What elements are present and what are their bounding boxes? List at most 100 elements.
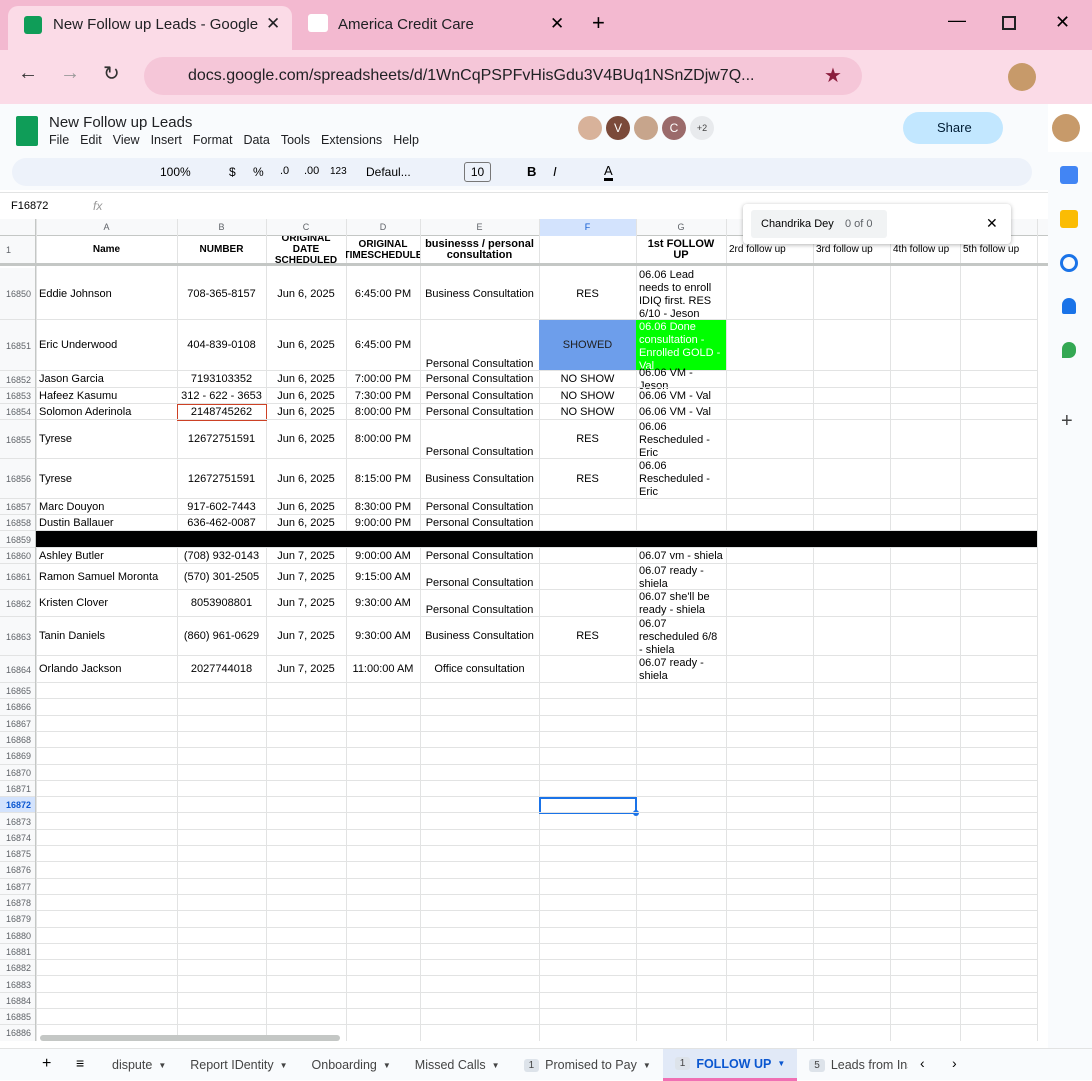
cell[interactable]: 9:00:00 PM bbox=[346, 515, 420, 531]
more-formats[interactable]: 123 bbox=[330, 166, 347, 177]
column-letter[interactable]: A bbox=[36, 219, 177, 236]
cell[interactable]: 06.07 she'll be ready - shiela bbox=[636, 590, 726, 617]
cell[interactable]: SHOWED bbox=[539, 320, 636, 371]
menu-item[interactable]: Insert bbox=[151, 133, 182, 149]
row-number[interactable]: 16882 bbox=[0, 960, 36, 976]
avatar[interactable] bbox=[578, 116, 602, 140]
row-number[interactable]: 16853 bbox=[0, 388, 36, 404]
row-number[interactable]: 16871 bbox=[0, 781, 36, 797]
tasks[interactable] bbox=[1060, 254, 1078, 272]
cell[interactable]: 8053908801 bbox=[177, 590, 266, 617]
cell[interactable]: NO SHOW bbox=[539, 388, 636, 404]
decrease-decimal[interactable]: .0 bbox=[280, 165, 289, 177]
menu-item[interactable]: Tools bbox=[281, 133, 310, 149]
currency[interactable]: $ bbox=[229, 165, 236, 179]
row-number[interactable]: 16865 bbox=[0, 683, 36, 699]
cell[interactable]: 636-462-0087 bbox=[177, 515, 266, 531]
tab-close[interactable]: ✕ bbox=[550, 14, 564, 34]
menu-item[interactable]: Edit bbox=[80, 133, 102, 149]
sheet-tab[interactable]: Report IDentity▼ bbox=[178, 1049, 299, 1081]
row-number[interactable]: 16884 bbox=[0, 993, 36, 1009]
cell[interactable]: 06.07 ready - shiela bbox=[636, 564, 726, 590]
cell[interactable]: Jun 6, 2025 bbox=[266, 371, 346, 388]
cell[interactable]: 9:00:00 AM bbox=[346, 548, 420, 564]
cell[interactable]: 06.06 VM - Jeson bbox=[636, 371, 726, 388]
cell[interactable]: Personal Consultation bbox=[420, 515, 539, 531]
cell[interactable]: Marc Douyon bbox=[36, 499, 177, 515]
cell[interactable]: Jun 6, 2025 bbox=[266, 404, 346, 420]
cell[interactable]: 9:30:00 AM bbox=[346, 590, 420, 617]
row-number[interactable]: 16854 bbox=[0, 404, 36, 420]
row-number[interactable]: 1 bbox=[0, 236, 36, 263]
cell[interactable]: 9:30:00 AM bbox=[346, 617, 420, 656]
cell[interactable]: 2148745262 bbox=[177, 404, 266, 420]
forward[interactable]: → bbox=[60, 62, 80, 85]
cell[interactable]: Jun 7, 2025 bbox=[266, 564, 346, 590]
cell[interactable]: Personal Consultation bbox=[420, 548, 539, 564]
cell[interactable]: 06.06 VM - Val bbox=[636, 388, 726, 404]
row-number[interactable]: 16870 bbox=[0, 765, 36, 781]
cell[interactable]: Personal Consultation bbox=[420, 388, 539, 404]
row-number[interactable]: 16860 bbox=[0, 548, 36, 564]
row-number[interactable]: 16867 bbox=[0, 716, 36, 732]
cell[interactable]: Personal Consultation bbox=[420, 564, 539, 590]
cell[interactable]: 2027744018 bbox=[177, 656, 266, 683]
row-number[interactable]: 16857 bbox=[0, 499, 36, 515]
sheet-tab[interactable]: Onboarding▼ bbox=[300, 1049, 403, 1081]
row-number[interactable]: 16852 bbox=[0, 371, 36, 388]
column-letter[interactable]: E bbox=[420, 219, 539, 236]
cell[interactable]: Jun 6, 2025 bbox=[266, 459, 346, 499]
column-letter[interactable]: G bbox=[636, 219, 726, 236]
row-number[interactable]: 16886 bbox=[0, 1025, 36, 1041]
row-number[interactable]: 16880 bbox=[0, 928, 36, 944]
scroll-right[interactable]: › bbox=[952, 1055, 957, 1071]
row-number[interactable]: 16869 bbox=[0, 748, 36, 764]
font[interactable]: Defaul... bbox=[366, 165, 411, 179]
italic[interactable]: I bbox=[553, 164, 557, 179]
menu-item[interactable]: Format bbox=[193, 133, 233, 149]
account[interactable] bbox=[1052, 114, 1080, 142]
cell[interactable]: Personal Consultation bbox=[420, 320, 539, 371]
cell[interactable]: Solomon Aderinola bbox=[36, 404, 177, 420]
cell[interactable]: Jun 6, 2025 bbox=[266, 420, 346, 459]
cell[interactable]: NO SHOW bbox=[539, 371, 636, 388]
font-size[interactable]: 10 bbox=[464, 162, 491, 182]
cell[interactable]: Orlando Jackson bbox=[36, 656, 177, 683]
add-sheet[interactable]: + bbox=[42, 1055, 51, 1073]
close-window[interactable]: ✕ bbox=[1055, 12, 1070, 33]
cell[interactable]: (708) 932-0143 bbox=[177, 548, 266, 564]
cell[interactable]: Office consultation bbox=[420, 656, 539, 683]
cell[interactable]: RES bbox=[539, 268, 636, 320]
h-scrollbar[interactable] bbox=[40, 1035, 340, 1041]
cell[interactable]: Kristen Clover bbox=[36, 590, 177, 617]
percent[interactable]: % bbox=[253, 165, 264, 179]
row-number[interactable]: 16864 bbox=[0, 656, 36, 683]
cell[interactable]: Business Consultation bbox=[420, 268, 539, 320]
column-letter[interactable]: D bbox=[346, 219, 420, 236]
cell[interactable]: 12672751591 bbox=[177, 459, 266, 499]
cell[interactable]: Ashley Butler bbox=[36, 548, 177, 564]
cell[interactable]: 06.07 rescheduled 6/8 - shiela bbox=[636, 617, 726, 656]
cell[interactable]: 06.06 Done consultation - Enrolled GOLD … bbox=[636, 320, 726, 371]
row-number[interactable]: 16876 bbox=[0, 862, 36, 878]
cell[interactable]: RES bbox=[539, 420, 636, 459]
cell[interactable]: 7193103352 bbox=[177, 371, 266, 388]
cell[interactable]: Eddie Johnson bbox=[36, 268, 177, 320]
maps[interactable] bbox=[1062, 342, 1076, 358]
row-number[interactable]: 16885 bbox=[0, 1009, 36, 1025]
avatar[interactable]: V bbox=[606, 116, 630, 140]
cell[interactable]: Tanin Daniels bbox=[36, 617, 177, 656]
bookmark-star[interactable]: ★ bbox=[824, 63, 842, 88]
cell[interactable]: Dustin Ballauer bbox=[36, 515, 177, 531]
row-number[interactable]: 16873 bbox=[0, 813, 36, 829]
cell[interactable]: 8:00:00 PM bbox=[346, 420, 420, 459]
maximize[interactable] bbox=[1002, 16, 1016, 30]
row-number[interactable]: 16883 bbox=[0, 976, 36, 992]
cell[interactable]: 6:45:00 PM bbox=[346, 268, 420, 320]
cell[interactable]: RES bbox=[539, 617, 636, 656]
row-number[interactable]: 16875 bbox=[0, 846, 36, 862]
menu-item[interactable]: Data bbox=[243, 133, 269, 149]
cell[interactable]: Jun 6, 2025 bbox=[266, 515, 346, 531]
cell[interactable]: 7:00:00 PM bbox=[346, 371, 420, 388]
